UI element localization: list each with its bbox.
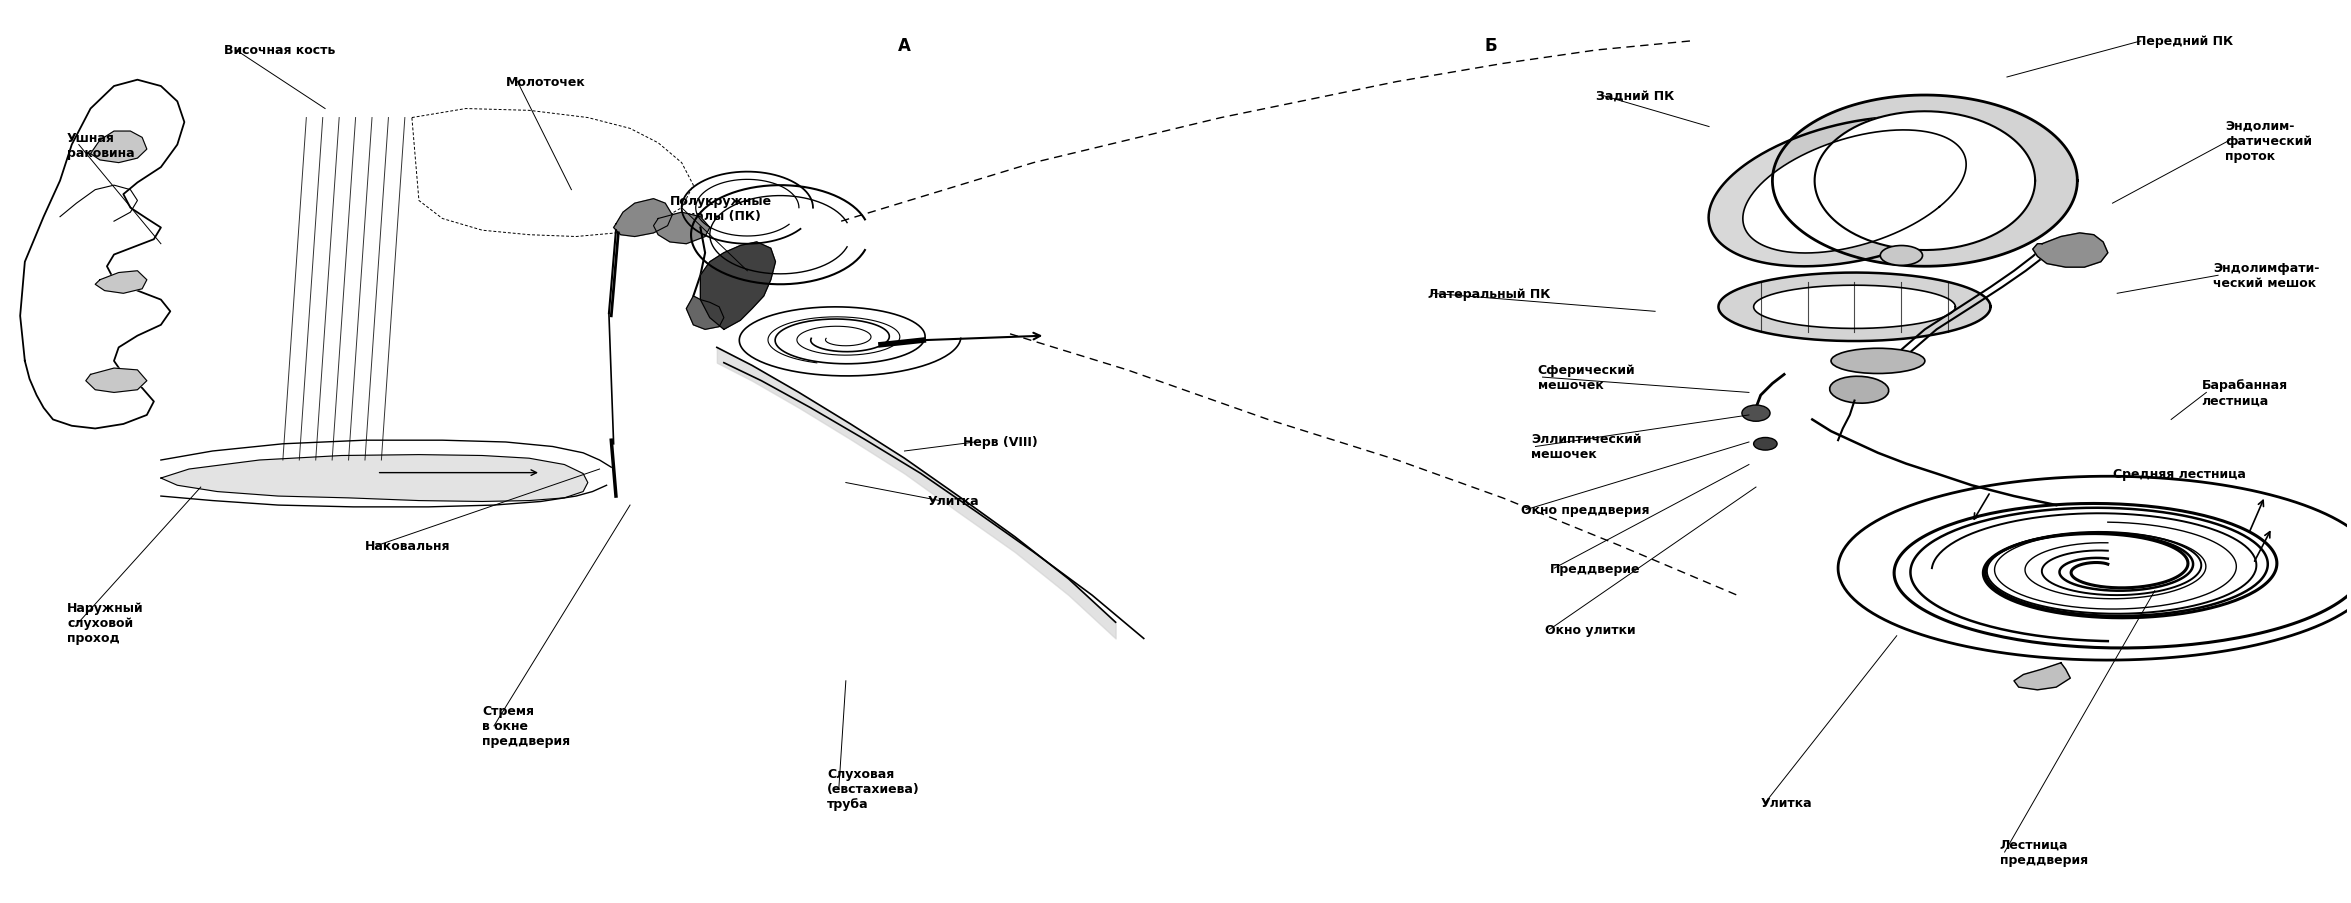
Polygon shape [1773,96,2078,267]
Polygon shape [21,80,183,429]
Polygon shape [738,308,962,377]
Polygon shape [701,243,776,330]
Text: Б: Б [1483,37,1498,55]
Ellipse shape [1831,349,1925,374]
Text: Эндолимфати-
ческий мешок: Эндолимфати- ческий мешок [2212,262,2320,290]
Polygon shape [654,213,710,245]
Polygon shape [1709,117,2001,267]
Text: Височная кость: Височная кость [223,44,336,58]
Polygon shape [1838,477,2351,660]
Polygon shape [96,272,146,294]
Text: Стремя
в окне
преддверия: Стремя в окне преддверия [482,704,571,748]
Text: Ушная
раковина: Ушная раковина [68,132,134,160]
Ellipse shape [1829,377,1888,404]
Text: Улитка: Улитка [929,495,980,507]
Text: Задний ПК: Задний ПК [1596,89,1674,102]
Text: Эллиптический
мешочек: Эллиптический мешочек [1531,433,1641,461]
Text: Полукружные
каналы (ПК): Полукружные каналы (ПК) [670,194,771,222]
Text: Окно улитки: Окно улитки [1545,623,1636,637]
Polygon shape [1742,131,1965,254]
Text: Передний ПК: Передний ПК [2137,35,2233,49]
Polygon shape [1754,286,1956,329]
Polygon shape [87,368,146,393]
Text: Эндолим-
фатический
проток: Эндолим- фатический проток [2224,119,2311,163]
Text: А: А [898,37,910,55]
Text: Барабанная
лестница: Барабанная лестница [2201,379,2288,407]
Text: Слуховая
(евстахиева)
труба: Слуховая (евстахиева) труба [828,768,919,811]
Text: Нерв (VIII): Нерв (VIII) [964,436,1037,449]
Polygon shape [1719,274,1991,341]
Text: Сферический
мешочек: Сферический мешочек [1538,364,1636,392]
Text: Лестница
преддверия: Лестница преддверия [2001,838,2088,866]
Polygon shape [411,109,694,237]
Text: Окно преддверия: Окно преддверия [1521,504,1650,517]
Polygon shape [614,200,672,237]
Polygon shape [686,297,724,330]
Polygon shape [92,132,146,163]
Text: Наружный
слуховой
проход: Наружный слуховой проход [68,601,143,644]
Ellipse shape [1754,438,1777,451]
Text: Латеральный ПК: Латеральный ПК [1427,287,1549,301]
Text: Наковальня: Наковальня [364,539,451,553]
Ellipse shape [1742,405,1770,422]
Polygon shape [1815,112,2036,251]
Text: Улитка: Улитка [1761,796,1813,809]
Ellipse shape [1881,247,1923,266]
Polygon shape [2034,234,2109,268]
Polygon shape [160,455,588,502]
Text: Средняя лестница: Средняя лестница [2114,468,2245,480]
Text: Молоточек: Молоточек [505,76,585,88]
Polygon shape [2015,663,2071,690]
Text: Преддверие: Преддверие [1549,562,1641,575]
